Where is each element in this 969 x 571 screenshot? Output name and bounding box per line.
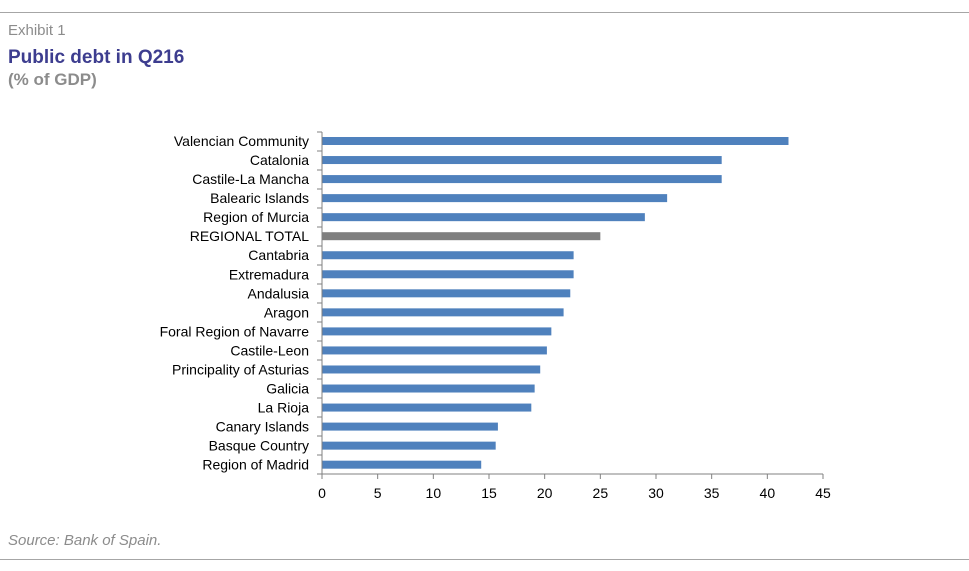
chart-subtitle: (% of GDP) (8, 70, 97, 89)
x-tick-label-45: 45 (815, 485, 831, 501)
category-labels-group: Valencian Community Catalonia Castile-La M… (160, 133, 310, 473)
axes-group (317, 131, 824, 479)
x-tick-label-25: 25 (593, 485, 609, 501)
category-label-region-of-murcia: Region of Murcia (203, 209, 309, 225)
exhibit-label: Exhibit 1 (8, 22, 66, 39)
category-label-basque-country: Basque Country (209, 438, 309, 454)
category-label-extremadura: Extremadura (229, 266, 309, 282)
bar-galicia (322, 384, 535, 393)
source-note: Source: Bank of Spain. (8, 532, 162, 549)
bar-canary-islands (322, 422, 498, 431)
category-label-canary-islands: Canary Islands (216, 419, 309, 435)
category-label-galicia: Galicia (266, 381, 309, 397)
bar-foral-region-of-navarre (322, 327, 552, 336)
category-label-aragon: Aragon (264, 304, 309, 320)
x-tick-label-20: 20 (537, 485, 553, 501)
chart-title: Public debt in Q216 (8, 47, 185, 68)
x-tick-label-30: 30 (648, 485, 664, 501)
bar-castile-la-mancha (322, 175, 722, 184)
category-label-balearic-islands: Balearic Islands (210, 190, 309, 206)
top-rule (0, 12, 969, 13)
category-label-region-of-madrid: Region of Madrid (202, 457, 309, 473)
bar-extremadura (322, 270, 574, 279)
category-label-castile-la-mancha: Castile-La Mancha (192, 171, 309, 187)
x-tick-label-40: 40 (760, 485, 776, 501)
category-label-castile-leon: Castile-Leon (230, 342, 309, 358)
bar-aragon (322, 308, 564, 317)
bar-region-of-madrid (322, 460, 482, 469)
bar-regional-total (322, 232, 601, 241)
category-label-principality-of-asturias: Principality of Asturias (172, 361, 309, 377)
category-label-foral-region-of-navarre: Foral Region of Navarre (160, 323, 310, 339)
x-tick-label-35: 35 (704, 485, 720, 501)
bar-region-of-murcia (322, 213, 645, 222)
bar-castile-leon (322, 346, 547, 355)
bars-group (322, 137, 789, 469)
category-label-valencian-community: Valencian Community (174, 133, 309, 149)
category-label-la-rioja: La Rioja (258, 400, 310, 416)
category-label-andalusia: Andalusia (248, 285, 310, 301)
x-tick-label-15: 15 (481, 485, 497, 501)
x-tick-label-5: 5 (374, 485, 382, 501)
bar-la-rioja (322, 403, 532, 412)
category-label-regional-total: REGIONAL TOTAL (190, 228, 310, 244)
x-tick-label-0: 0 (318, 485, 326, 501)
bar-valencian-community (322, 137, 789, 145)
bar-principality-of-asturias (322, 365, 541, 374)
category-label-cantabria: Cantabria (248, 247, 309, 263)
x-tick-label-10: 10 (426, 485, 442, 501)
bar-balearic-islands (322, 194, 668, 203)
bar-basque-country (322, 441, 496, 450)
bar-cantabria (322, 251, 574, 260)
category-label-catalonia: Catalonia (250, 152, 309, 168)
x-tick-labels-group: 0 5 10 15 20 25 30 35 40 45 (318, 485, 831, 501)
bottom-rule (0, 559, 969, 560)
bar-andalusia (322, 289, 571, 298)
bar-catalonia (322, 156, 722, 165)
